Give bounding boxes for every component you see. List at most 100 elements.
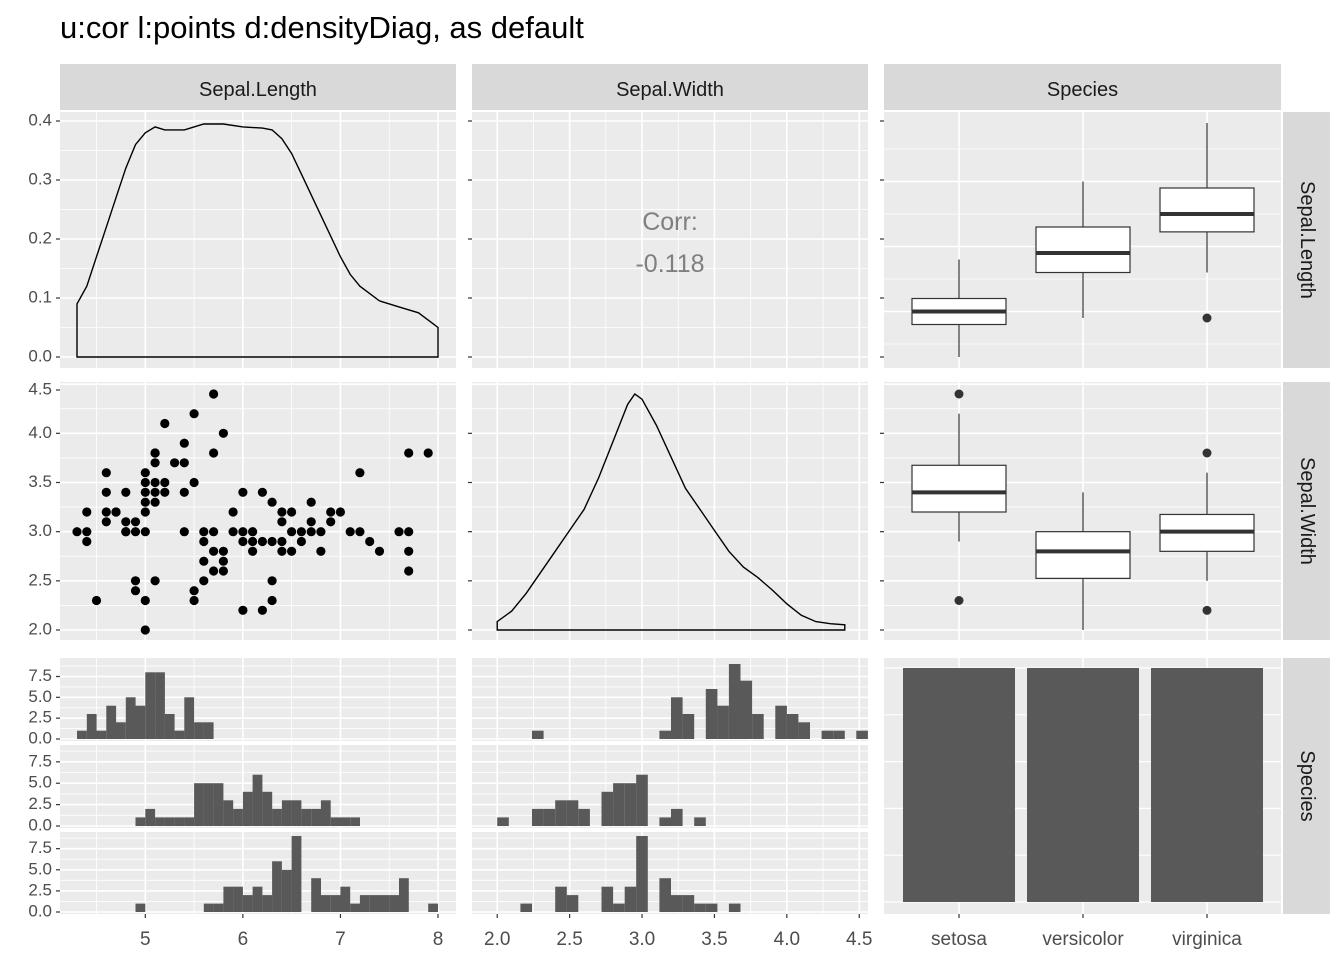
- hist-bar-sepal-length-virginica: [350, 903, 360, 912]
- hist-bar-sepal-length-virginica: [135, 903, 146, 912]
- panel-0-0: [60, 112, 456, 368]
- scatter-point: [82, 527, 92, 537]
- hist-bar-sepal-length-versicolor: [164, 817, 175, 826]
- panel-0-1: [472, 112, 868, 368]
- hist-bar-sepal-length-virginica: [281, 869, 292, 912]
- hist-bar-sepal-length-virginica: [272, 861, 282, 912]
- scatter-point: [72, 527, 82, 537]
- scatter-point: [150, 448, 160, 458]
- hist-bar-sepal-length-versicolor: [145, 808, 156, 826]
- scatter-point: [101, 517, 111, 527]
- scatter-point: [199, 576, 209, 586]
- outlier-point: [1202, 448, 1212, 458]
- outlier-point: [1202, 605, 1212, 615]
- scatter-point: [267, 497, 277, 507]
- hist-bar-sepal-length-virginica: [379, 895, 390, 912]
- x-tick-label: 3.5: [701, 929, 727, 950]
- scatter-point: [209, 546, 219, 556]
- scatter-point: [91, 595, 102, 606]
- hist-bar-sepal-length-virginica: [359, 895, 370, 912]
- x-tick-label: 8: [433, 929, 444, 950]
- row-strip: [1283, 382, 1330, 640]
- scatter-point: [179, 458, 189, 468]
- scatter-point: [209, 527, 219, 537]
- scatter-point: [277, 517, 287, 527]
- boxplot-sepal-width-versicolor: [1035, 492, 1131, 630]
- scatter-point: [101, 487, 111, 497]
- scatter-point: [150, 576, 160, 586]
- hist-bar-sepal-length-setosa: [194, 722, 204, 739]
- hist-bar-sepal-width-virginica: [566, 895, 579, 912]
- scatter-point: [160, 487, 170, 497]
- scatter-point: [423, 448, 433, 458]
- hist-bar-sepal-length-setosa: [86, 714, 97, 739]
- scatter-point: [130, 586, 141, 596]
- scatter-point: [209, 389, 219, 399]
- hist-bar-sepal-length-versicolor: [330, 817, 341, 826]
- scatter-point: [218, 546, 228, 556]
- y-tick-label: 0.0: [28, 901, 52, 920]
- scatter-point: [140, 487, 150, 497]
- hist-bar-sepal-width-versicolor: [543, 808, 556, 826]
- scatter-point: [296, 536, 306, 547]
- hist-bar-sepal-width-versicolor: [578, 808, 590, 826]
- x-tick-label: 5: [140, 929, 151, 950]
- hist-bar-sepal-width-setosa: [833, 730, 845, 739]
- scatter-point: [248, 527, 258, 537]
- scatter-point: [394, 527, 404, 537]
- hist-bar-sepal-width-versicolor: [613, 783, 625, 826]
- hist-bar-sepal-length-virginica: [291, 836, 302, 912]
- density-curve-sepal-width: [496, 393, 846, 631]
- species-count-bar: [1027, 668, 1139, 902]
- hist-bar-sepal-length-setosa: [184, 697, 195, 739]
- scatter-point: [189, 595, 199, 606]
- y-tick-label: 2.0: [28, 619, 52, 638]
- scatter-point: [209, 448, 219, 458]
- y-tick-label: 0.2: [28, 228, 52, 247]
- hist-bar-sepal-width-versicolor: [624, 783, 637, 826]
- hist-bar-sepal-length-setosa: [96, 730, 107, 739]
- scatter-point: [209, 566, 219, 576]
- hist-bar-sepal-length-versicolor: [174, 817, 185, 826]
- scatter-point: [257, 605, 267, 615]
- hist-bar-sepal-length-virginica: [311, 878, 321, 912]
- hist-bar-sepal-length-versicolor: [272, 808, 282, 826]
- scatter-point: [170, 458, 180, 468]
- scatter-point: [130, 517, 141, 527]
- hist-bar-sepal-length-versicolor: [135, 817, 146, 826]
- scatter-point: [238, 536, 248, 547]
- scatter-point: [199, 556, 209, 566]
- x-tick-label: 2.5: [556, 929, 582, 950]
- hist-bar-sepal-width-setosa: [798, 722, 810, 739]
- hist-bar-sepal-length-virginica: [369, 895, 380, 912]
- row-strip: [1283, 112, 1330, 368]
- y-tick-label: 2.5: [28, 570, 52, 589]
- scatter-point: [189, 586, 199, 596]
- scatter-point: [150, 477, 160, 488]
- hist-bar-sepal-width-versicolor: [497, 817, 509, 826]
- hist-bar-sepal-width-setosa: [705, 689, 718, 739]
- hist-bar-sepal-length-virginica: [320, 895, 331, 912]
- hist-bar-sepal-width-versicolor: [636, 774, 648, 826]
- scatter-point: [218, 556, 228, 566]
- hist-bar-sepal-length-versicolor: [223, 800, 234, 826]
- scatter-point: [111, 507, 121, 517]
- hist-bar-sepal-width-setosa: [752, 714, 764, 739]
- scatter-point: [121, 517, 131, 527]
- scatter-point: [248, 536, 258, 547]
- hist-bar-sepal-length-setosa: [203, 722, 214, 739]
- y-tick-label: 5.0: [28, 859, 52, 878]
- scatter-point: [160, 477, 170, 488]
- y-tick-label: 3.0: [28, 521, 52, 540]
- x-tick-label: 3.0: [629, 929, 655, 950]
- column-strip-label: Sepal.Length: [199, 79, 317, 101]
- scatter-point: [306, 517, 316, 527]
- panel-2-1: [472, 658, 868, 914]
- y-tick-label: 0.4: [28, 110, 52, 129]
- hist-bar-sepal-length-versicolor: [281, 800, 292, 826]
- hist-bar-sepal-length-versicolor: [184, 817, 195, 826]
- hist-bar-sepal-width-versicolor: [659, 817, 671, 826]
- scatter-point: [404, 448, 414, 458]
- scatter-point: [277, 546, 287, 556]
- hist-bar-sepal-length-versicolor: [311, 808, 321, 826]
